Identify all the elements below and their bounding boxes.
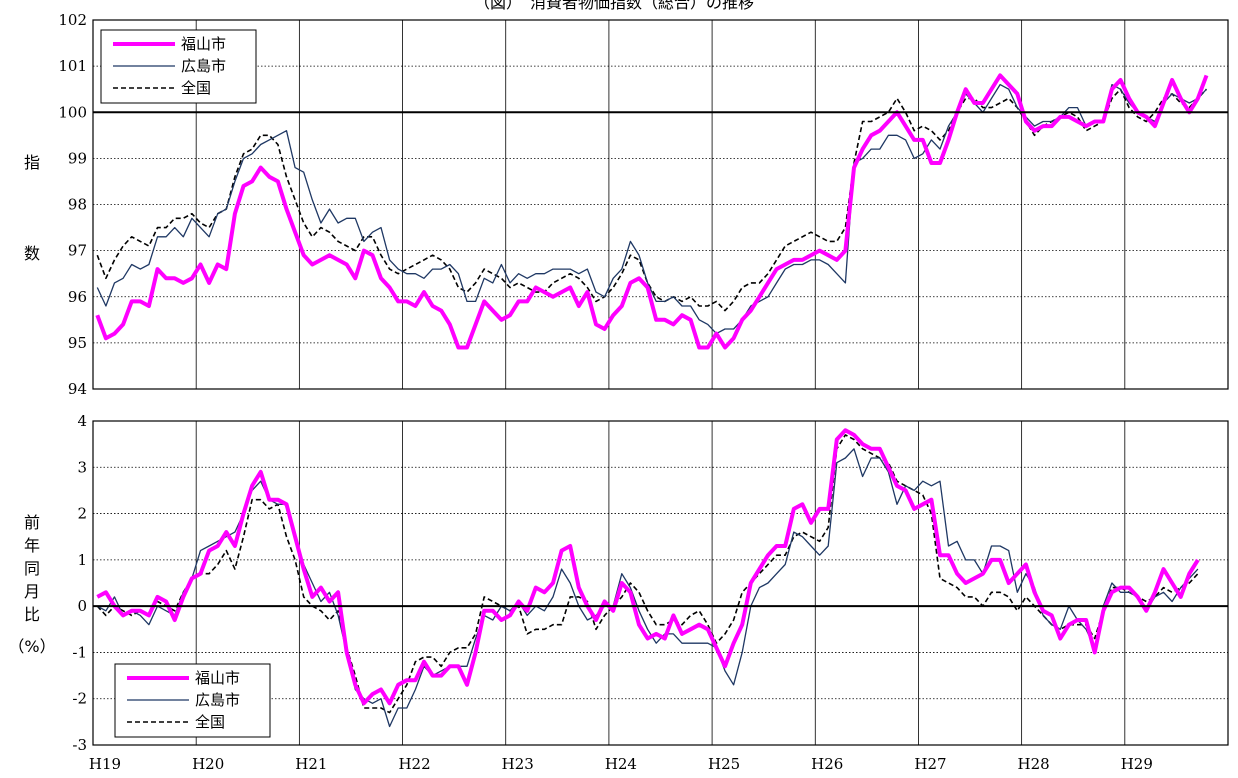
bottom-y-tick-label: 0	[77, 597, 87, 615]
bottom-y-tick-label: 4	[77, 412, 87, 430]
x-tick-label: H19	[89, 755, 121, 773]
bottom-y-label-char: 前	[24, 513, 40, 532]
x-tick-label: H24	[605, 755, 637, 773]
top-y-tick-label: 94	[68, 380, 87, 398]
top-y-tick-label: 101	[58, 57, 87, 75]
top-legend-label-zenkoku: 全国	[181, 79, 211, 97]
x-tick-label: H23	[502, 755, 534, 773]
bottom-y-label-char: 月	[24, 582, 40, 601]
top-y-tick-label: 102	[58, 11, 87, 29]
bottom-y-ticks: -3 -2 -1 0 1 2 3 4	[72, 412, 87, 754]
bottom-gridlines	[93, 421, 1228, 745]
top-plot-frame	[92, 19, 1229, 390]
bottom-plot-frame	[92, 420, 1229, 746]
bottom-y-tick-label: -3	[72, 736, 87, 754]
top-y-label-char-1: 指	[24, 153, 40, 172]
bottom-legend-label-zenkoku: 全国	[195, 713, 225, 731]
x-tick-label: H21	[295, 755, 327, 773]
chart-title: （図） 消費者物価指数（総合）の推移	[474, 0, 754, 12]
top-series-lines	[95, 73, 1209, 350]
bottom-y-tick-label: 1	[77, 551, 87, 569]
x-tick-labels: H19 H20 H21 H22 H23 H24 H25 H26 H27 H28 H29	[89, 755, 1153, 773]
top-gridlines	[93, 20, 1228, 389]
x-tick-label: H28	[1018, 755, 1050, 773]
bottom-series-fukuyama	[96, 428, 1200, 706]
bottom-y-label-char: 年	[24, 536, 40, 555]
x-tick-label: H26	[811, 755, 843, 773]
top-panel: 94 95 96 97 98 99 100 101 102 指 数 福山市 広島市 全国	[24, 11, 1229, 398]
top-legend-label-hiroshima: 広島市	[181, 57, 226, 75]
top-series-fukuyama	[95, 73, 1209, 350]
top-y-tick-label: 98	[68, 196, 87, 214]
bottom-y-label-char: 比	[24, 605, 40, 624]
top-y-tick-label: 95	[68, 334, 87, 352]
bottom-y-tick-label: 3	[77, 458, 87, 476]
x-tick-label: H25	[708, 755, 740, 773]
bottom-legend: 福山市 広島市 全国	[114, 663, 271, 738]
x-tick-label: H27	[914, 755, 946, 773]
top-y-tick-label: 97	[68, 242, 87, 260]
top-y-label-char-2: 数	[24, 244, 40, 263]
bottom-legend-label-hiroshima: 広島市	[195, 691, 240, 709]
x-tick-label: H29	[1121, 755, 1153, 773]
bottom-legend-label-fukuyama: 福山市	[195, 669, 240, 687]
top-y-ticks: 94 95 96 97 98 99 100 101 102	[58, 11, 87, 398]
top-legend-label-fukuyama: 福山市	[181, 35, 226, 53]
x-tick-label: H20	[192, 755, 224, 773]
bottom-y-label-unit: （%）	[8, 637, 55, 656]
top-legend: 福山市 広島市 全国	[100, 29, 257, 104]
bottom-y-label-char: 同	[24, 559, 40, 578]
top-y-tick-label: 99	[68, 149, 87, 167]
top-y-tick-label: 96	[68, 288, 87, 306]
bottom-y-tick-label: 2	[77, 505, 87, 523]
bottom-y-tick-label: -1	[72, 643, 87, 661]
bottom-y-tick-label: -2	[72, 690, 87, 708]
top-series-zenkoku	[96, 88, 1208, 312]
top-y-tick-label: 100	[58, 103, 87, 121]
x-tick-label: H22	[398, 755, 430, 773]
